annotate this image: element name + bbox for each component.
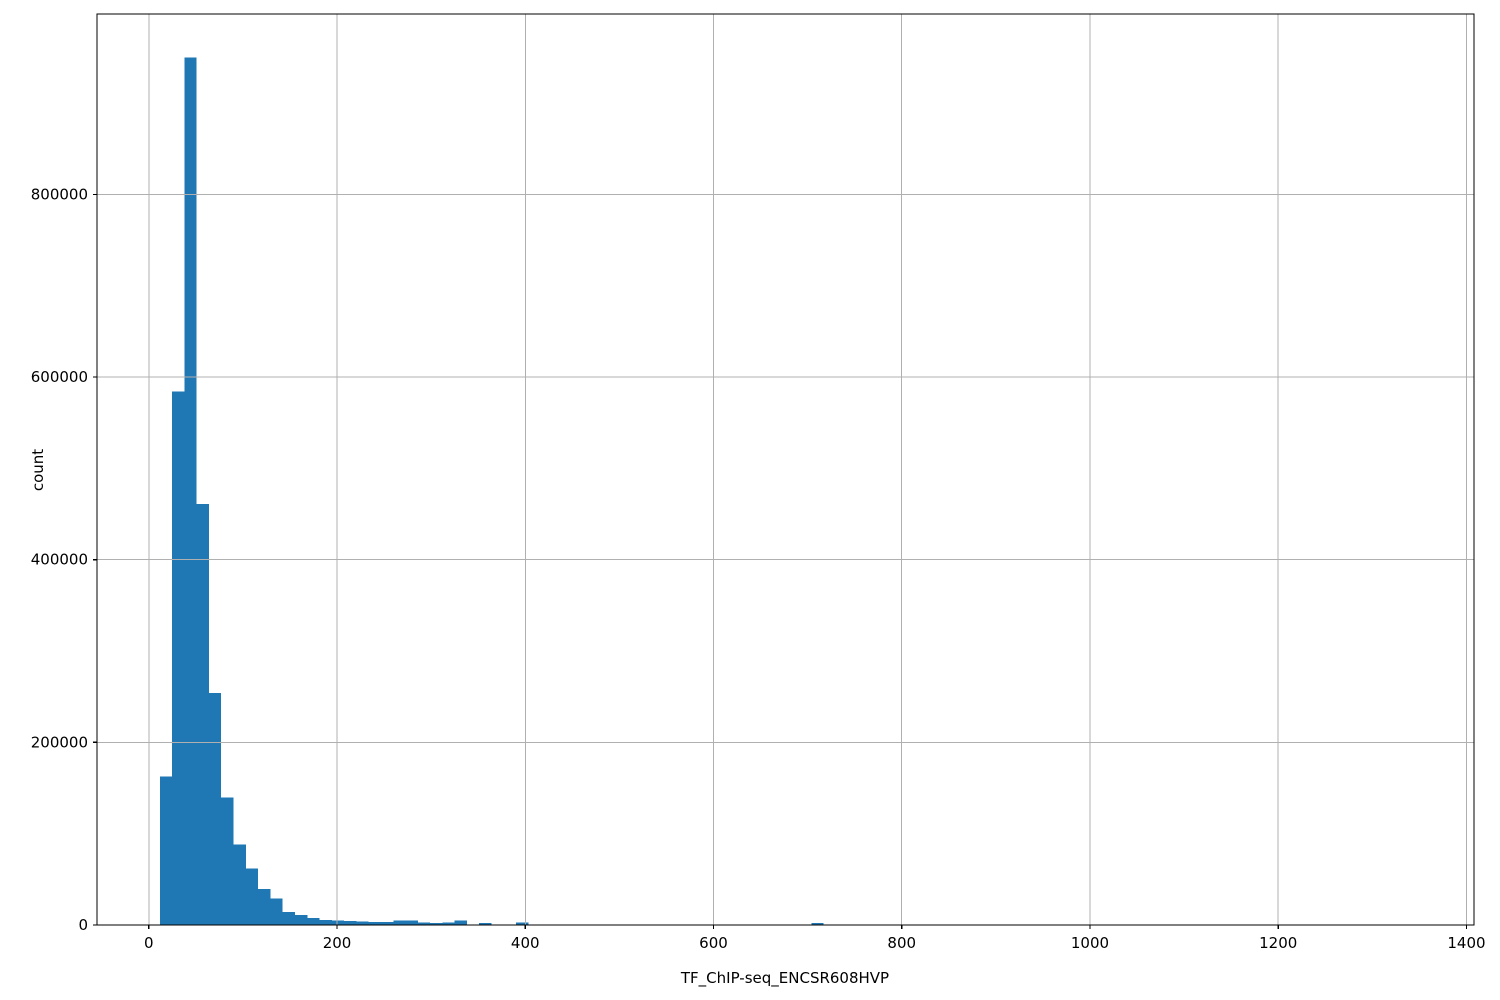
histogram-bar (442, 922, 455, 925)
x-tick-label: 800 (887, 934, 916, 952)
histogram-bar (221, 797, 234, 925)
histogram-bar (368, 921, 381, 925)
histogram-bar (159, 776, 173, 925)
histogram-bar (258, 888, 271, 925)
histogram-bar (184, 57, 197, 925)
x-tick-label: 1400 (1447, 934, 1485, 952)
histogram-bar (344, 920, 357, 925)
histogram-bar (270, 898, 283, 925)
histogram-bar (331, 920, 345, 925)
x-tick-label: 1200 (1259, 934, 1297, 952)
ticks: 0 200 400 600 800 1000 1200 1400 0 200000 400000 60… (31, 185, 1486, 952)
y-tick-label: 0 (78, 916, 88, 934)
histogram-bar (393, 920, 406, 925)
histogram-bar (417, 922, 431, 925)
plot-background (97, 14, 1474, 925)
histogram-bar (319, 919, 332, 925)
x-tick-label: 600 (699, 934, 728, 952)
y-tick-label: 600000 (31, 368, 88, 386)
histogram-bar (208, 693, 222, 925)
y-axis-label: count (29, 448, 47, 492)
y-tick-label: 400000 (31, 551, 88, 569)
x-axis-label: TF_ChIP-seq_ENCSR608HVP (680, 969, 890, 987)
x-tick-label: 0 (144, 934, 154, 952)
histogram-bar (454, 920, 467, 925)
histogram-bar (380, 922, 394, 925)
histogram-bar (430, 922, 443, 925)
x-tick-label: 1000 (1071, 934, 1109, 952)
histogram-bar (233, 844, 246, 925)
y-tick-label: 800000 (31, 185, 88, 203)
histogram-bar (356, 921, 369, 925)
histogram-bar (307, 918, 320, 925)
y-tick-label: 200000 (31, 733, 88, 751)
histogram-bar (282, 911, 295, 925)
histogram-bar (405, 920, 418, 925)
histogram-bar (172, 391, 185, 926)
histogram-bar (245, 868, 259, 925)
x-tick-label: 200 (323, 934, 352, 952)
histogram-bar (811, 922, 824, 925)
histogram-bars (159, 57, 824, 926)
histogram-bar (479, 922, 492, 925)
histogram-bar (196, 503, 209, 925)
x-tick-label: 400 (511, 934, 540, 952)
histogram-bar (516, 922, 529, 925)
histogram-bar (294, 914, 308, 925)
plot-border (96, 13, 1475, 926)
